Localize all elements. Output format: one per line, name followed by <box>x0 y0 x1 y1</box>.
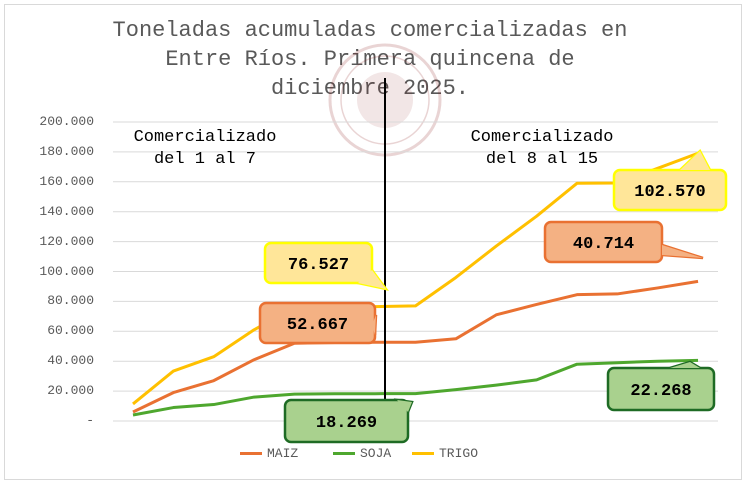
section-label-second: Comercializado del 8 al 15 <box>452 127 632 171</box>
callout-box <box>612 168 728 212</box>
title-line-2: Entre Ríos. Primera quincena de <box>165 47 575 72</box>
y-tick-label: 100.000 <box>39 263 94 279</box>
callout-maiz: 40.714 <box>543 220 704 264</box>
callout-value: 52.667 <box>287 316 348 335</box>
title-line-1: Toneladas acumuladas comercializadas en <box>112 18 628 43</box>
y-tick-label: 180.000 <box>39 143 94 159</box>
legend-item-maiz: MAIZ <box>240 446 298 461</box>
callout-box <box>606 366 716 412</box>
legend-label: SOJA <box>360 446 392 461</box>
legend-swatch <box>412 452 434 455</box>
section-label-line: Comercializado <box>133 128 277 147</box>
title-line-3: diciembre 2025. <box>270 76 470 101</box>
series-line-trigo <box>132 151 699 406</box>
callout-box <box>263 241 374 285</box>
section-label-line: del 8 al 15 <box>485 150 599 169</box>
y-tick-label: 60.000 <box>47 323 94 339</box>
y-tick-label: 20.000 <box>47 383 94 399</box>
y-tick-label: 80.000 <box>47 293 94 309</box>
callout-value: 18.269 <box>316 414 377 433</box>
section-label-line: Comercializado <box>470 128 614 147</box>
series-line-soja <box>132 358 699 417</box>
callout-soja: 18.269 <box>283 398 414 444</box>
callout-value: 40.714 <box>573 235 634 254</box>
callout-value: 76.527 <box>288 256 349 275</box>
callout-soja: 22.268 <box>606 360 716 412</box>
legend-item-trigo: TRIGO <box>412 446 478 461</box>
y-tick-label: 120.000 <box>39 233 94 249</box>
callout-trigo: 76.527 <box>263 241 389 291</box>
y-tick-label: 200.000 <box>39 114 94 129</box>
y-tick-label: - <box>86 413 94 428</box>
callout-trigo: 102.570 <box>612 148 728 212</box>
section-label-first: Comercializado del 1 al 7 <box>120 127 290 171</box>
y-tick-label: 40.000 <box>47 353 94 369</box>
callout-value: 102.570 <box>634 183 705 202</box>
section-label-line: del 1 al 7 <box>153 150 257 169</box>
legend-item-soja: SOJA <box>333 446 391 461</box>
y-tick-label: 140.000 <box>39 203 94 219</box>
legend-label: TRIGO <box>439 446 479 461</box>
callout-box <box>543 220 664 264</box>
y-tick-label: 160.000 <box>39 173 94 189</box>
legend-swatch <box>240 452 262 455</box>
callout-maiz: 52.667 <box>258 301 378 345</box>
callout-box <box>283 398 410 444</box>
legend-label: MAIZ <box>267 446 299 461</box>
callout-value: 22.268 <box>630 382 691 401</box>
series-line-maiz <box>132 279 699 414</box>
chart-title: Toneladas acumuladas comercializadas en … <box>60 16 680 103</box>
legend-swatch <box>333 452 355 455</box>
